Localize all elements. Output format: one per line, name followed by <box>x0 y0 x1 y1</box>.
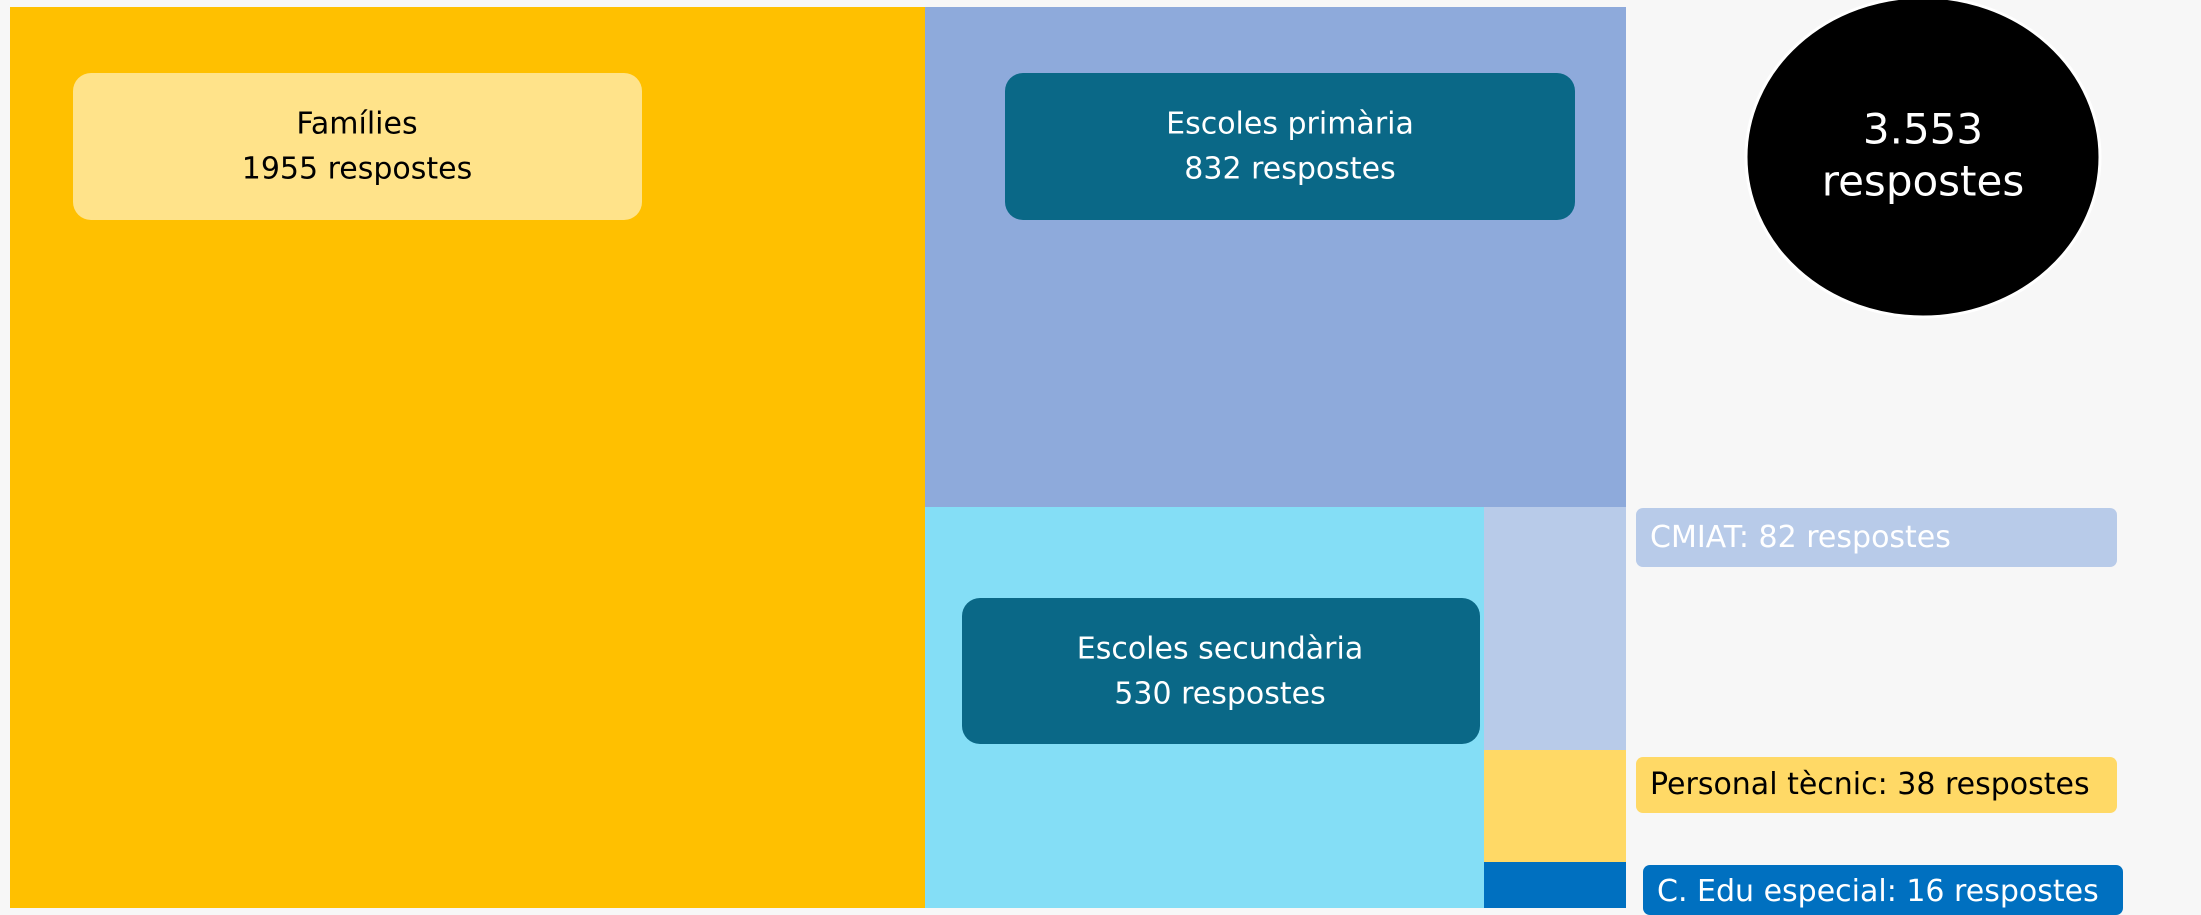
label-box <box>1636 508 2117 567</box>
value-label: : 16 respostes <box>1887 874 2099 909</box>
tile-label: Personal tècnic: 38 respostes <box>1650 767 2090 802</box>
tile <box>1484 750 1626 862</box>
category-label: Famílies <box>296 107 417 142</box>
label-box <box>1005 73 1575 220</box>
tile <box>1484 862 1626 908</box>
tile-label: CMIAT: 82 respostes <box>1650 520 1951 555</box>
category-label: Escoles secundària <box>1077 632 1363 667</box>
value-label: : 82 respostes <box>1739 520 1951 555</box>
label-box <box>1643 865 2123 915</box>
value-label: : 38 respostes <box>1878 767 2090 802</box>
total-unit: respostes <box>1822 157 2025 206</box>
total-value: 3.553 <box>1863 105 1983 154</box>
label-box <box>73 73 642 220</box>
value-label: 832 respostes <box>1184 152 1395 187</box>
category-label: Escoles primària <box>1166 107 1414 142</box>
category-label: Personal tècnic <box>1650 767 1878 802</box>
category-label: CMIAT <box>1650 520 1743 555</box>
value-label: 1955 respostes <box>242 152 473 187</box>
tile-label: C. Edu especial: 16 respostes <box>1657 874 2099 909</box>
label-box <box>962 598 1480 744</box>
total-circle <box>1744 0 2102 319</box>
category-label: C. Edu especial <box>1657 874 1887 909</box>
label-box <box>1636 757 2117 813</box>
value-label: 530 respostes <box>1114 677 1325 712</box>
tile <box>1484 507 1626 750</box>
